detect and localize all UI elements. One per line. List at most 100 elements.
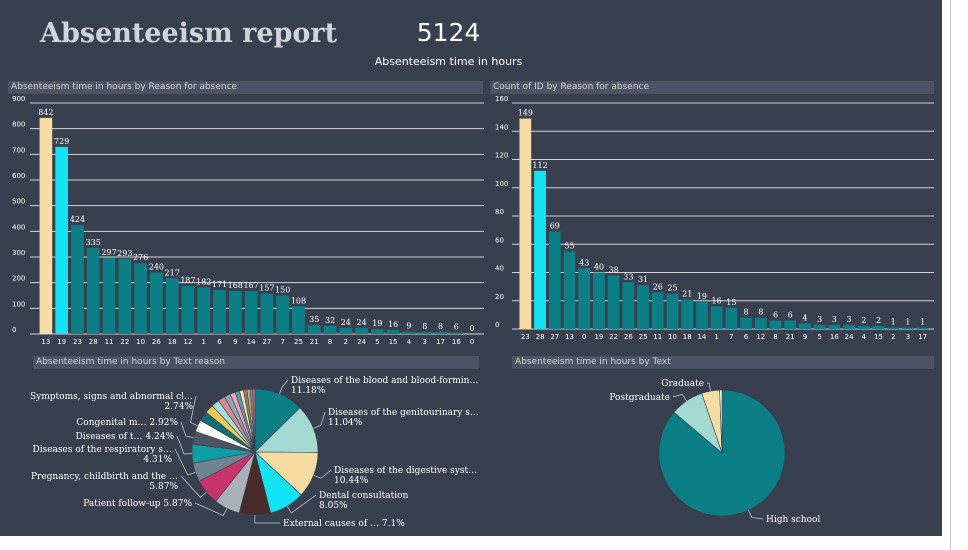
page-edge-line xyxy=(950,0,951,550)
x-tick-label: 21 xyxy=(310,338,319,346)
bar[interactable] xyxy=(651,292,664,329)
bar[interactable] xyxy=(666,293,679,329)
bar-data-label: 3 xyxy=(847,315,852,324)
bar[interactable] xyxy=(593,272,605,330)
bar[interactable] xyxy=(784,320,797,329)
x-tick-label: 27 xyxy=(550,333,559,341)
bar[interactable] xyxy=(55,146,68,334)
bar[interactable] xyxy=(843,324,855,329)
bar[interactable] xyxy=(607,275,620,329)
bar[interactable] xyxy=(418,331,432,334)
bar[interactable] xyxy=(307,325,321,334)
x-tick-label: 16 xyxy=(830,333,839,341)
bar[interactable] xyxy=(681,299,694,329)
bar[interactable] xyxy=(622,282,635,329)
bar-data-label: 149 xyxy=(518,109,533,118)
bar-data-label: 40 xyxy=(594,263,604,272)
pie-slice[interactable] xyxy=(719,389,723,454)
x-tick-label: 10 xyxy=(668,333,677,341)
hours-by-text-reason-chart-title: Absenteeism time in hours by Text reason xyxy=(33,356,479,369)
bar-data-label: 32 xyxy=(325,316,335,325)
y-tick-label: 200 xyxy=(12,275,25,283)
bar[interactable] xyxy=(578,268,591,329)
bar[interactable] xyxy=(181,286,195,334)
bar[interactable] xyxy=(260,293,274,334)
y-tick-label: 120 xyxy=(495,152,508,160)
bar[interactable] xyxy=(71,225,84,334)
bar[interactable] xyxy=(86,248,100,334)
bar-data-label: 157 xyxy=(259,284,274,293)
bar[interactable] xyxy=(197,287,211,334)
bar[interactable] xyxy=(355,327,368,334)
page-margin-right xyxy=(942,0,968,550)
bar[interactable] xyxy=(371,329,384,334)
kpi-total-hours-label: Absenteeism time in hours xyxy=(374,55,523,68)
bar[interactable] xyxy=(276,295,289,335)
bar-data-label: 8 xyxy=(744,308,749,317)
pie-data-label: 8.05% xyxy=(319,501,348,511)
bar[interactable] xyxy=(292,306,305,334)
x-tick-label: 8 xyxy=(773,333,777,341)
bar[interactable] xyxy=(402,331,416,334)
pie-slice[interactable] xyxy=(252,388,256,453)
bar-data-label: 182 xyxy=(196,277,211,286)
x-tick-label: 11 xyxy=(105,338,114,346)
bar[interactable] xyxy=(150,272,163,334)
bar[interactable] xyxy=(244,291,258,334)
bar-data-label: 3 xyxy=(832,315,837,324)
bar[interactable] xyxy=(323,325,337,334)
bar[interactable] xyxy=(118,258,132,334)
bar[interactable] xyxy=(828,324,841,329)
bar[interactable] xyxy=(386,329,400,334)
bar-data-label: 217 xyxy=(165,268,180,277)
bar[interactable] xyxy=(165,278,179,334)
bar-data-label: 55 xyxy=(564,241,574,250)
bar[interactable] xyxy=(229,290,242,334)
bar[interactable] xyxy=(710,306,723,329)
pie-leader-line xyxy=(313,411,326,429)
bar-data-label: 293 xyxy=(117,249,132,258)
bar[interactable] xyxy=(813,324,826,329)
x-tick-label: 14 xyxy=(697,333,706,341)
bar[interactable] xyxy=(857,326,870,329)
x-tick-label: 7 xyxy=(729,333,733,341)
bar[interactable] xyxy=(872,326,885,329)
bar[interactable] xyxy=(563,251,576,329)
bar[interactable] xyxy=(887,327,900,329)
bar[interactable] xyxy=(519,118,532,329)
x-tick-label: 26 xyxy=(624,333,633,341)
y-tick-label: 0 xyxy=(12,326,16,334)
x-tick-label: 19 xyxy=(57,338,66,346)
bar[interactable] xyxy=(799,323,811,329)
bar[interactable] xyxy=(339,327,353,334)
bar[interactable] xyxy=(548,231,561,329)
pie-data-label: High school xyxy=(766,515,820,525)
bar[interactable] xyxy=(740,317,752,329)
bar[interactable] xyxy=(39,117,53,335)
bar[interactable] xyxy=(902,327,914,329)
x-tick-label: 23 xyxy=(73,338,82,346)
bar[interactable] xyxy=(534,170,546,329)
bar[interactable] xyxy=(450,332,463,334)
pie-data-label: 10.44% xyxy=(334,476,369,486)
bar[interactable] xyxy=(696,302,708,329)
bar[interactable] xyxy=(102,257,116,334)
x-tick-label: 0 xyxy=(470,338,474,346)
bar[interactable] xyxy=(725,307,738,329)
hours-by-education-chart-title: Absenteeism time in hours by Text xyxy=(512,356,934,369)
dashboard: Absenteeism report 5124 Absenteeism time… xyxy=(0,0,942,536)
bar-data-label: 38 xyxy=(609,265,619,274)
bar[interactable] xyxy=(434,331,447,334)
y-tick-label: 500 xyxy=(12,198,25,206)
pie-data-label: Diseases of the digestive syst… xyxy=(334,466,477,476)
bar[interactable] xyxy=(213,290,226,334)
bar[interactable] xyxy=(134,263,147,334)
pie-leader-line xyxy=(194,502,228,516)
y-tick-label: 80 xyxy=(495,208,504,216)
pie-leader-line xyxy=(176,435,193,455)
x-tick-label: 16 xyxy=(452,338,461,346)
bar[interactable] xyxy=(754,317,767,329)
bar[interactable] xyxy=(637,285,649,329)
bar[interactable] xyxy=(916,327,929,329)
bar[interactable] xyxy=(769,320,782,329)
